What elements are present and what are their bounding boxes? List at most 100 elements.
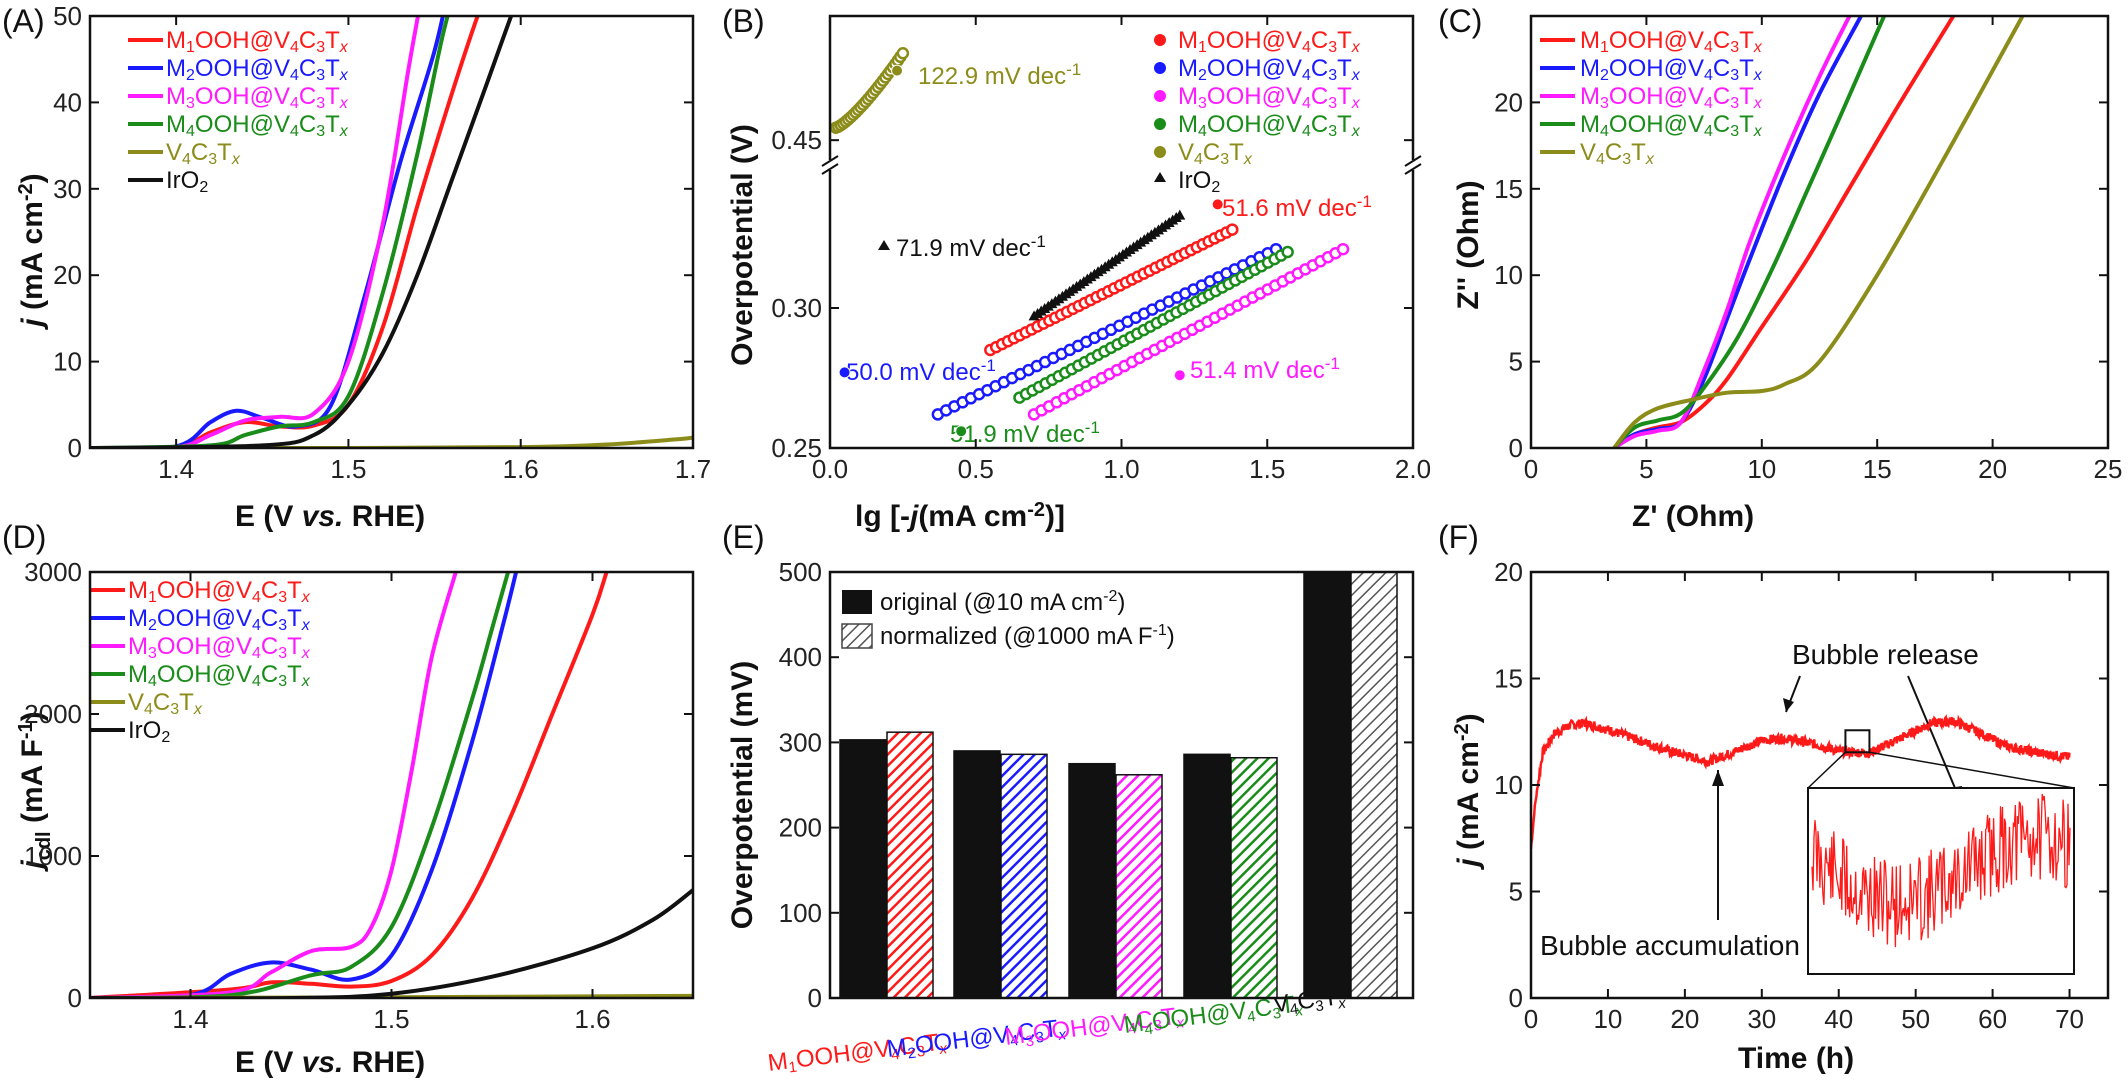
panel-c-axes: 0 5 10 15 20 25 0 5 10 15 20 xyxy=(1494,14,2123,484)
panel-b-marker xyxy=(1281,245,1294,259)
zoom-connector xyxy=(1807,751,1846,789)
panel-a-frame xyxy=(88,14,695,450)
panel-a-series-line xyxy=(90,16,420,448)
panel-c-ytick-label: 0 xyxy=(1509,433,1523,463)
svg-text:M1OOH@V4C3Tx: M1OOH@V4C3Tx xyxy=(1580,27,1763,56)
panel-f-axes-labels: Time (h) j (mA cm-2) xyxy=(1451,713,1854,1075)
panel-b-ytick-label: 0.30 xyxy=(771,293,822,323)
panel-e-axes-labels: Overpotential (mV) xyxy=(726,661,759,929)
panel-b-ylabel: Overpotential (V) xyxy=(726,124,759,366)
panel-d-xtick-label: 1.4 xyxy=(172,1004,208,1034)
panel-b-label-marker xyxy=(1173,369,1186,382)
panel-d-series-line xyxy=(90,572,511,998)
bar-original xyxy=(953,750,1001,999)
panel-d-ytick-label: 1000 xyxy=(24,841,82,871)
svg-text:M1OOH@V4C3Tx: M1OOH@V4C3Tx xyxy=(128,577,311,606)
panel-d-ylabel: jcdl (mA F-1) xyxy=(15,711,55,872)
panel-f-ylabel: j (mA cm-2) xyxy=(1451,713,1485,870)
panel-e-bars xyxy=(839,571,1398,999)
anno-v4c3tx-slope: 122.9 mV dec-1 xyxy=(918,60,1081,90)
panel-c-series-line xyxy=(1612,16,2025,448)
panel-b-axis-break xyxy=(1404,155,1422,167)
panel-f-xtick-label: 70 xyxy=(2055,1004,2084,1034)
panel-e-ytick-label: 300 xyxy=(779,727,822,757)
panel-d-axes: 1.4 1.5 1.6 0 1000 2000 3000 xyxy=(24,557,695,1034)
svg-text:M2OOH@V4C3Tx: M2OOH@V4C3Tx xyxy=(128,605,311,634)
panel-a-ytick-label: 30 xyxy=(53,174,82,204)
panel-a-ytick-label: 40 xyxy=(53,87,82,117)
panel-c-legend: M1OOH@V4C3Tx M2OOH@V4C3Tx M3OOH@V4C3Tx M… xyxy=(1540,27,1763,168)
panel-f-xtick-label: 40 xyxy=(1824,1004,1853,1034)
svg-text:V4C3Tx: V4C3Tx xyxy=(1178,139,1253,168)
panel-a-axes-labels: E (V vs. RHE) j (mA cm-2) xyxy=(15,173,425,533)
svg-text:M3OOH@V4C3Tx: M3OOH@V4C3Tx xyxy=(1178,83,1361,112)
panel-e-ytick-label: 0 xyxy=(808,983,822,1013)
panel-a-series-line xyxy=(90,16,450,448)
zoom-box xyxy=(1844,729,1871,754)
panel-c-axes-labels: Z' (Ohm) Z'' (Ohm) xyxy=(1452,180,1754,533)
anno-m4-slope: 51.9 mV dec-1 xyxy=(950,418,1100,448)
panel-d-legend: M1OOH@V4C3Tx M2OOH@V4C3Tx M3OOH@V4C3Tx M… xyxy=(90,577,311,746)
svg-text:IrO2: IrO2 xyxy=(166,167,208,196)
svg-text:M3OOH@V4C3Tx: M3OOH@V4C3Tx xyxy=(128,633,311,662)
panel-e-ytick-label: 500 xyxy=(779,557,822,587)
panel-label-c: (C) xyxy=(1438,3,1482,39)
panel-d-xlabel: E (V vs. RHE) xyxy=(235,1046,425,1079)
svg-text:V4C3Tx: V4C3Tx xyxy=(128,689,203,718)
panel-a-legend: M1OOH@V4C3Tx M2OOH@V4C3Tx M3OOH@V4C3Tx M… xyxy=(128,27,349,196)
panel-a-xlabel: E (V vs. RHE) xyxy=(235,500,425,533)
panel-d-xtick-label: 1.6 xyxy=(574,1004,610,1034)
svg-text:M4OOH@V4C3Tx: M4OOH@V4C3Tx xyxy=(1580,111,1763,140)
panel-label-b: (B) xyxy=(722,3,765,39)
svg-text:V4C3Tx: V4C3Tx xyxy=(166,139,241,168)
svg-text:IrO2: IrO2 xyxy=(128,717,170,746)
panel-f-series-line xyxy=(1531,714,2071,850)
panel-a-ytick-label: 10 xyxy=(53,347,82,377)
panel-a-xtick-label: 1.6 xyxy=(503,454,539,484)
anno-iro2-slope: 71.9 mV dec-1 xyxy=(896,232,1046,262)
panel-e-legend: original (@10 mA cm-2) normalized (@1000… xyxy=(841,588,1175,650)
svg-text:M2OOH@V4C3Tx: M2OOH@V4C3Tx xyxy=(166,55,349,84)
svg-text:M4OOH@V4C3Tx: M4OOH@V4C3Tx xyxy=(166,111,349,140)
panel-c-xlabel: Z' (Ohm) xyxy=(1632,500,1754,533)
panel-f-ytick-label: 15 xyxy=(1494,664,1523,694)
panel-e-ytick-label: 100 xyxy=(779,898,822,928)
panel-f-xtick-label: 0 xyxy=(1524,1004,1538,1034)
svg-text:IrO2: IrO2 xyxy=(1178,167,1220,196)
bar-normalized xyxy=(886,731,934,999)
panel-a-axes: 1.4 1.5 1.6 1.7 0 10 20 30 40 50 xyxy=(53,1,711,484)
panel-f-xtick-label: 60 xyxy=(1978,1004,2007,1034)
panel-c-xtick-label: 5 xyxy=(1639,454,1653,484)
panel-f-xtick-label: 20 xyxy=(1670,1004,1699,1034)
panel-b-xtick-label: 1.0 xyxy=(1103,454,1139,484)
panel-b-axis-break xyxy=(821,155,839,167)
panel-a-ytick-label: 20 xyxy=(53,260,82,290)
panel-e-ytick-label: 400 xyxy=(779,642,822,672)
panel-d-series-line xyxy=(90,572,458,998)
panel-b-label-marker xyxy=(891,64,904,77)
panel-e-axes: 0 100 200 300 400 500 xyxy=(779,557,1415,1013)
panel-a-xtick-label: 1.7 xyxy=(675,454,711,484)
panel-a-ytick-label: 50 xyxy=(53,1,82,31)
anno-bubble-release: Bubble release xyxy=(1792,639,1979,670)
panel-b-axis-break xyxy=(1404,163,1422,175)
panel-b-axis-break xyxy=(821,163,839,175)
panel-f-ytick-label: 5 xyxy=(1509,877,1523,907)
panel-d-series-line xyxy=(90,572,609,998)
svg-text:M3OOH@V4C3Tx: M3OOH@V4C3Tx xyxy=(166,83,349,112)
panel-e-ytick-label: 200 xyxy=(779,813,822,843)
panel-f-xlabel: Time (h) xyxy=(1738,1042,1854,1075)
panel-b-annotations: 122.9 mV dec-1 51.6 mV dec-1 71.9 mV dec… xyxy=(846,60,1372,448)
panel-c-xtick-label: 15 xyxy=(1863,454,1892,484)
panel-b-xtick-label: 1.5 xyxy=(1249,454,1285,484)
panel-b-axes-labels: lg [-j(mA cm-2)] Overpotential (V) xyxy=(726,124,1065,533)
panel-f-xtick-label: 50 xyxy=(1901,1004,1930,1034)
panel-b-xtick-label: 0.0 xyxy=(812,454,848,484)
panel-c-xtick-label: 25 xyxy=(2094,454,2123,484)
panel-b-label-marker xyxy=(1211,198,1224,211)
panel-b-label-marker xyxy=(955,425,968,438)
panel-b-marker xyxy=(1226,223,1239,236)
panel-d-ytick-label: 2000 xyxy=(24,699,82,729)
bar-original xyxy=(839,739,887,999)
